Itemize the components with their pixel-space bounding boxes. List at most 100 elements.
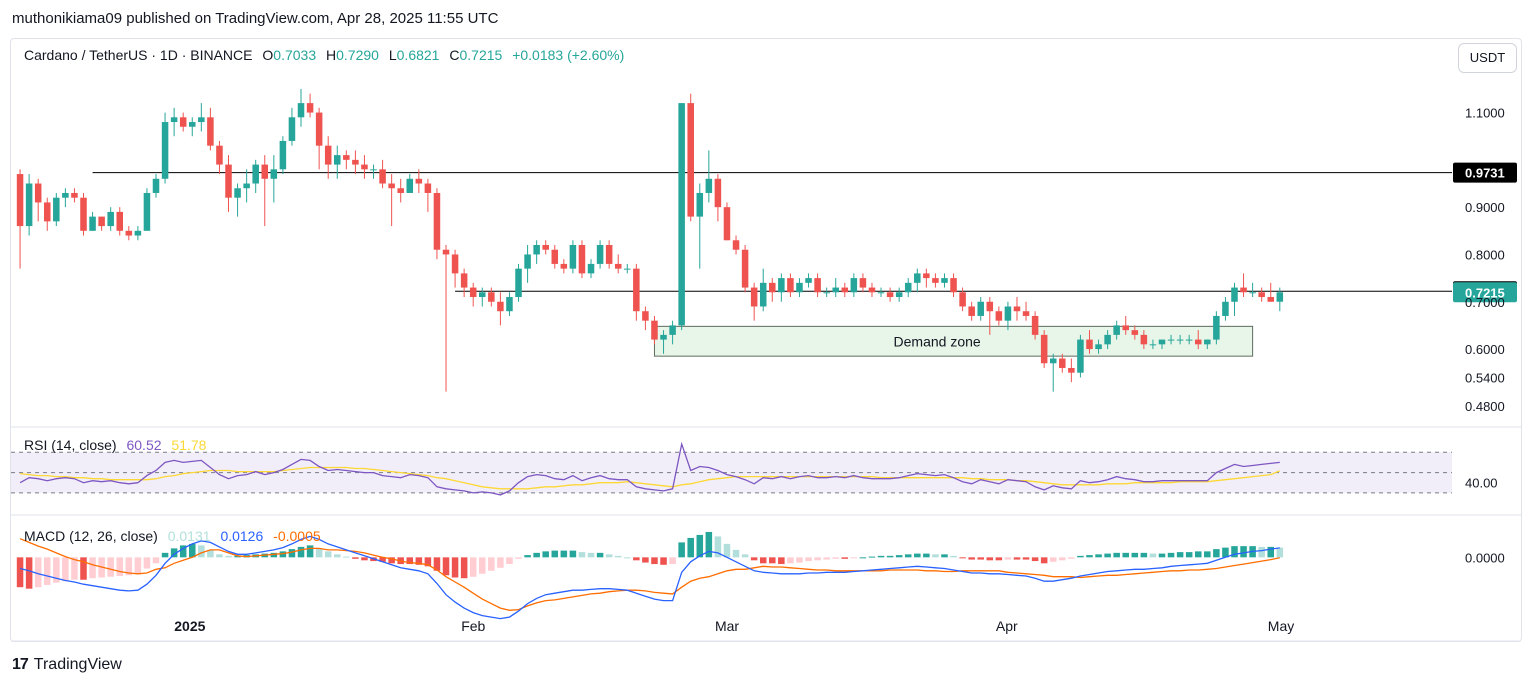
macd-histogram-bar [34,557,42,588]
macd-histogram-bar [1013,557,1021,560]
macd-histogram-bar [1113,552,1120,558]
candle [152,178,160,193]
candle [324,145,332,165]
time-tick-label: 2025 [174,618,205,634]
macd-histogram-bar [43,557,51,585]
macd-histogram-bar [1204,551,1211,558]
price-tick-label: 0.7000 [1465,295,1505,310]
candle [605,245,613,264]
macd-histogram-bar [633,557,640,561]
macd-histogram-bar [1059,557,1066,561]
candle [1013,306,1021,312]
macd-histogram-bar [642,557,649,563]
macd-value: 0.0126 [220,528,264,544]
time-tick-label: Apr [996,618,1018,634]
macd-title[interactable]: MACD (12, 26, close) [24,528,158,544]
candle [469,287,477,298]
macd-histogram-bar [361,557,368,561]
candle [950,278,957,293]
price-tick-label: 0.5400 [1465,370,1505,385]
macd-histogram-bar [152,557,160,564]
macd-histogram-bar [895,555,903,558]
candle [179,117,187,127]
macd-histogram-bar [379,557,386,562]
candle [89,216,96,231]
candle [488,292,495,302]
candle [868,287,876,293]
candle [62,192,69,198]
candle [515,268,522,298]
candle [497,301,504,312]
candle [669,325,676,335]
price-tick-label: 0.8000 [1465,247,1505,262]
macd-histogram-bar [605,554,613,558]
macd-histogram-bar [723,543,731,558]
macd-histogram-bar [705,531,713,558]
publisher-line: muthonikiama09 published on TradingView.… [12,10,499,27]
candle [886,292,894,298]
candle [279,140,287,170]
candle [252,164,259,184]
candle [823,292,830,294]
macd-histogram-bar [1122,552,1129,558]
macd-histogram-bar [506,557,513,565]
macd-histogram-bar [1185,552,1193,558]
candle [551,249,559,264]
candle [1049,358,1057,364]
macd-histogram-bar [89,557,96,579]
candle [216,145,223,165]
macd-histogram-bar [225,555,232,558]
rsi-line [19,441,1280,496]
macd-histogram-bar [1149,553,1157,558]
candle [479,292,486,298]
macd-histogram-bar [107,557,114,577]
macd-histogram-bar [406,557,414,565]
rsi-title[interactable]: RSI (14, close) [24,437,117,453]
macd-histogram-bar [787,557,794,564]
macd-histogram-bar [1194,551,1202,558]
currency-button[interactable]: USDT [1458,43,1517,73]
symbol-title[interactable]: Cardano / TetherUS · 1D · BINANCE [24,47,253,63]
tradingview-brand[interactable]: 17 TradingView [12,656,122,674]
demand-zone-label: Demand zone [894,333,981,349]
macd-histogram-bar [343,556,350,558]
macd-histogram-bar [80,557,87,580]
candle [904,282,912,293]
macd-histogram-bar [823,557,830,560]
candle [406,178,414,193]
macd-histogram-bar [651,557,658,565]
macd-histogram-bar [198,545,205,558]
open-value: 0.7033 [273,47,317,63]
candle [642,311,649,321]
macd-histogram-bar [660,557,667,565]
candle [624,268,631,270]
candle [732,240,740,250]
candle [1213,315,1220,340]
candle [397,188,404,193]
candle [1267,297,1275,302]
macd-histogram-bar [324,551,332,558]
candle [1149,344,1157,346]
candle [651,320,658,340]
candle [207,117,214,146]
macd-histogram-bar [179,545,187,558]
candle [1068,367,1075,373]
macd-histogram-bar [977,557,984,560]
candle [1113,325,1120,335]
macd-histogram-bar [451,557,459,578]
candle [116,211,124,231]
candle [705,178,713,193]
macd-line [19,535,1280,620]
macd-histogram-bar [714,536,722,558]
macd-histogram-bar [71,557,78,580]
macd-histogram-bar [968,557,975,560]
macd-histogram-bar [578,552,586,558]
rsi-legend: RSI (14, close) 60.52 51.78 [24,437,212,453]
candle [270,169,278,179]
price-legend: Cardano / TetherUS · 1D · BINANCE O0.703… [24,47,630,63]
macd-histogram-bar [741,554,749,558]
candle [1095,344,1102,350]
brand-text: TradingView [33,656,122,673]
last-price-label: 0.7215 [1465,285,1505,300]
